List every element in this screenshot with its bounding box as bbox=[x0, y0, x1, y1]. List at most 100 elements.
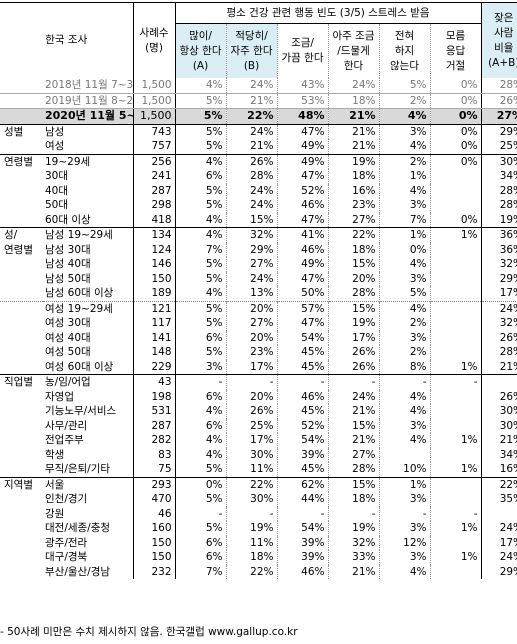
row-value bbox=[429, 404, 482, 419]
row-value: 30% bbox=[480, 418, 517, 433]
row-value: 1% bbox=[429, 359, 482, 375]
row-sample-size: 418 bbox=[132, 212, 176, 228]
row-label: 대전/세종/충청 bbox=[45, 522, 111, 534]
table-row: 학생 834%30%39%27% 34% bbox=[0, 447, 517, 462]
row-category bbox=[0, 139, 43, 154]
row-value: 30% bbox=[225, 492, 278, 507]
row-value: 53% bbox=[276, 93, 329, 109]
row-category bbox=[0, 536, 43, 551]
row-value: 5% bbox=[174, 139, 227, 154]
row-label: 60대 이상 bbox=[45, 213, 91, 226]
row-value: 46% bbox=[276, 564, 329, 579]
row-value: 17% bbox=[480, 286, 517, 301]
row-sample-size: 150 bbox=[132, 550, 176, 565]
row-value bbox=[429, 447, 482, 462]
row-value: 5% bbox=[174, 108, 227, 125]
row-label: 여성 19~29세 bbox=[43, 300, 134, 316]
row-value: - bbox=[174, 374, 227, 390]
row-value: 24% bbox=[225, 271, 278, 286]
row-label: 사무/관리 bbox=[45, 419, 88, 432]
row-value bbox=[429, 345, 482, 360]
row-label: 여성 30대 bbox=[45, 317, 91, 329]
row-value: 26% bbox=[480, 330, 517, 345]
row-value: 4% bbox=[378, 433, 431, 448]
header-col-b: 적당히/자주 한다 (B) bbox=[225, 23, 278, 78]
row-value: - bbox=[429, 374, 482, 390]
row-value: 46% bbox=[276, 242, 329, 257]
row-value: 32% bbox=[480, 257, 517, 272]
row-value: 18% bbox=[327, 169, 380, 184]
row-label: 광주/전라 bbox=[45, 536, 88, 549]
row-sample-size: 117 bbox=[132, 316, 176, 331]
row-value: 6% bbox=[174, 418, 227, 433]
row-category bbox=[0, 507, 43, 522]
row-label: 남성 60대 이상 bbox=[45, 287, 114, 299]
row-value: 49% bbox=[276, 139, 329, 154]
row-value: 7% bbox=[174, 564, 227, 579]
row-value: 3% bbox=[378, 521, 431, 536]
row-value: 19% bbox=[327, 153, 380, 169]
row-value: 6% bbox=[174, 330, 227, 345]
row-value: 20% bbox=[225, 389, 278, 404]
row-value: 52% bbox=[276, 418, 329, 433]
row-value: 3% bbox=[378, 330, 431, 345]
header-col-a: 많이/항상 한다 (A) bbox=[174, 23, 227, 78]
row-value: 32% bbox=[327, 535, 380, 550]
row-value: 21% bbox=[327, 564, 380, 579]
row-value: 4% bbox=[378, 108, 431, 125]
row-value: 52% bbox=[276, 183, 329, 198]
row-value: 3% bbox=[378, 550, 431, 565]
row-value: 45% bbox=[276, 404, 329, 419]
row-value: 1% bbox=[378, 169, 431, 184]
row-value: 26% bbox=[480, 93, 517, 109]
row-sample-size: 1,500 bbox=[132, 78, 176, 94]
row-value: 19% bbox=[480, 212, 517, 228]
row-value: 5% bbox=[378, 78, 431, 94]
row-category bbox=[0, 390, 43, 405]
row-value: 5% bbox=[174, 271, 227, 286]
row-value: 19% bbox=[327, 316, 380, 331]
row-value: 22% bbox=[225, 476, 278, 492]
row-value: 35% bbox=[480, 492, 517, 507]
header-col-c: 조금/가끔 한다 bbox=[276, 23, 329, 78]
row-sample-size: 148 bbox=[132, 345, 176, 360]
row-category bbox=[0, 257, 43, 272]
row-value: 11% bbox=[225, 462, 278, 477]
row-value: 20% bbox=[225, 300, 278, 316]
row-category: 직업별 bbox=[0, 374, 43, 390]
row-value: 1% bbox=[378, 227, 431, 243]
row-value: 29% bbox=[480, 564, 517, 579]
row-value: 27% bbox=[480, 108, 517, 125]
row-value: 0% bbox=[429, 108, 482, 125]
row-value bbox=[429, 198, 482, 213]
row-value: 1% bbox=[429, 462, 482, 477]
row-value: 30% bbox=[225, 447, 278, 462]
row-value: 4% bbox=[174, 286, 227, 301]
row-value: 15% bbox=[327, 418, 380, 433]
row-value: 54% bbox=[276, 433, 329, 448]
row-value: 3% bbox=[378, 198, 431, 213]
row-value: 23% bbox=[225, 345, 278, 360]
row-value: - bbox=[480, 506, 517, 521]
row-value: 11% bbox=[225, 535, 278, 550]
row-value: 15% bbox=[327, 257, 380, 272]
row-value: 22% bbox=[225, 108, 278, 125]
row-sample-size: 256 bbox=[132, 153, 176, 169]
row-category bbox=[0, 433, 43, 448]
row-value: 6% bbox=[174, 169, 227, 184]
row-value: 57% bbox=[276, 300, 329, 316]
row-category: 성별 bbox=[4, 125, 24, 138]
